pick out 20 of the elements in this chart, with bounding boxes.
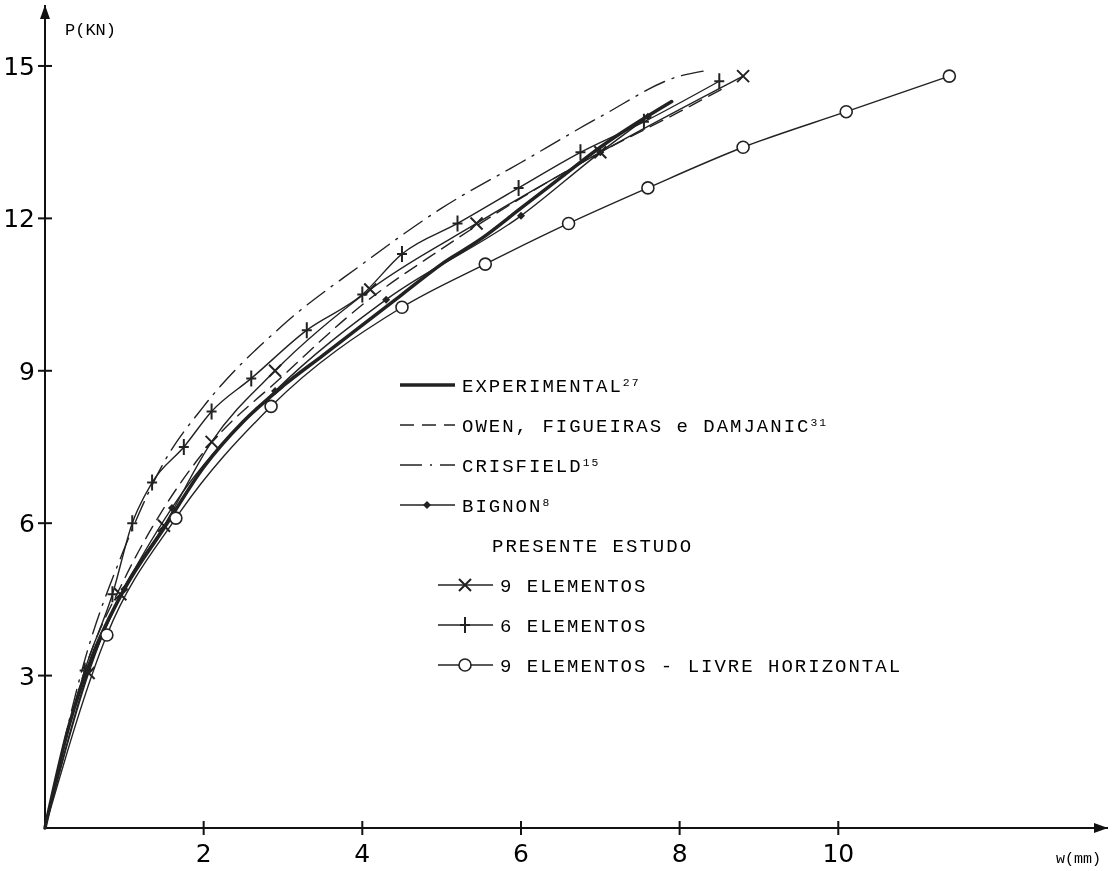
annotation: PRESENTE ESTUDO	[492, 536, 694, 558]
y-tick-label: 9	[19, 356, 35, 386]
legend-label: 9 ELEMENTOS - LIVRE HORIZONTAL	[500, 656, 903, 678]
x-tick-label: 6	[513, 839, 529, 868]
legend-label: OWEN, FIGUEIRAS e DAMJANIC$^{31}$	[462, 416, 829, 438]
x-tick-label: 2	[195, 839, 212, 868]
legend-label: BIGNON$^{8}$	[462, 496, 552, 518]
x-tick-label: 10	[822, 839, 855, 868]
legend-label: EXPERIMENTAL$^{27}$	[462, 376, 641, 398]
x-tick-label: 8	[671, 839, 688, 868]
x-tick-label: 4	[354, 839, 371, 868]
legend-label: 9 ELEMENTOS	[500, 576, 648, 598]
y-tick-label: 12	[3, 204, 35, 234]
y-tick-label: 3	[19, 661, 35, 691]
x-axis-title: w(mm)	[1055, 851, 1101, 868]
legend-label: CRISFIELD$^{15}$	[462, 456, 601, 478]
y-tick-label: 15	[3, 51, 35, 81]
legend-label: 6 ELEMENTOS	[500, 616, 648, 638]
y-tick-label: 6	[19, 509, 35, 539]
y-axis-title: P(KN)	[65, 21, 117, 40]
